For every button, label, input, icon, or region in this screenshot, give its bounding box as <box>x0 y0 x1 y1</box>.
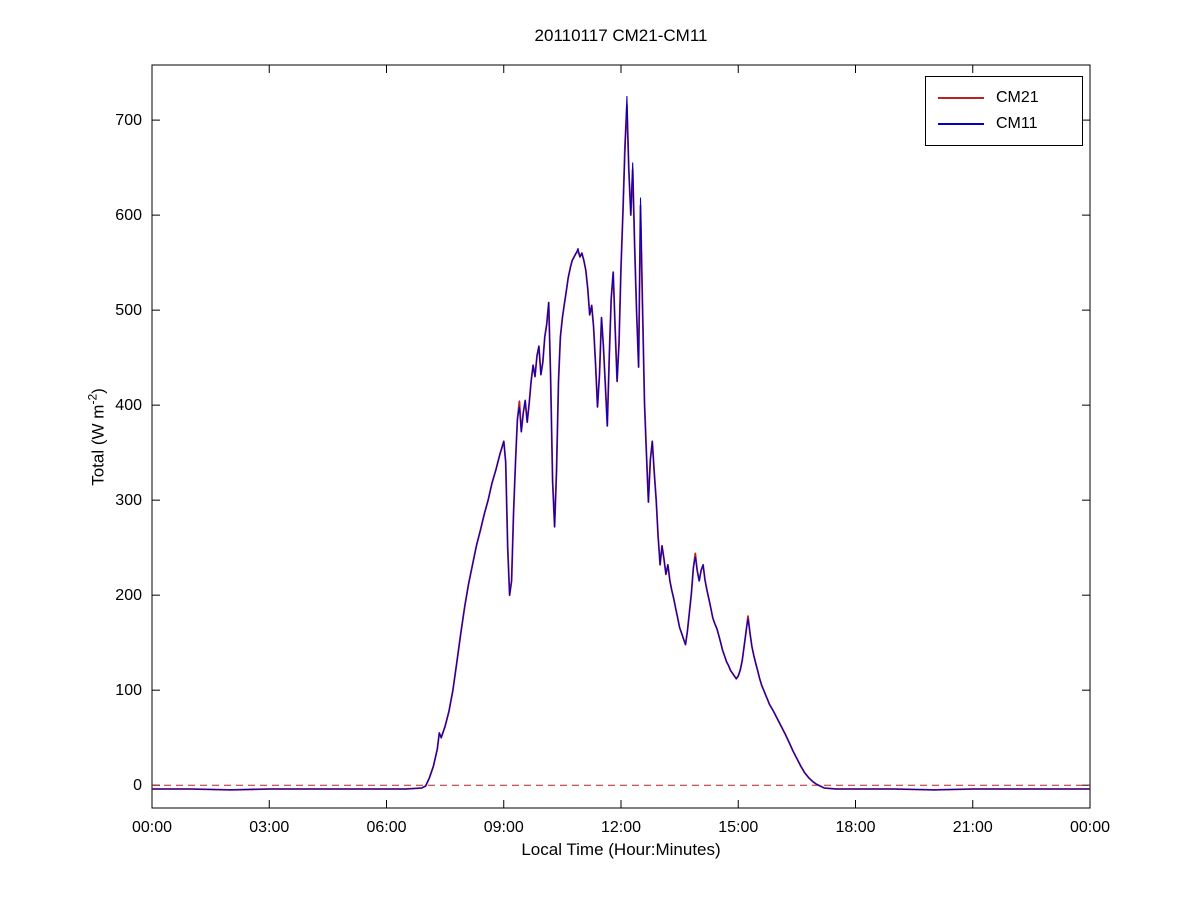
svg-text:700: 700 <box>115 112 142 129</box>
svg-text:21:00: 21:00 <box>953 819 993 836</box>
legend-label-cm11: CM11 <box>996 115 1038 132</box>
legend-entry-cm11: CM11 <box>926 111 1082 137</box>
svg-text:15:00: 15:00 <box>718 819 758 836</box>
svg-text:0: 0 <box>133 777 142 794</box>
svg-text:200: 200 <box>115 587 142 604</box>
svg-text:00:00: 00:00 <box>132 819 172 836</box>
chart-title: 20110117 CM21-CM11 <box>534 26 708 45</box>
svg-text:18:00: 18:00 <box>835 819 875 836</box>
legend-entry-cm21: CM21 <box>926 85 1082 111</box>
cm21-line-swatch <box>938 97 984 99</box>
svg-text:06:00: 06:00 <box>366 819 406 836</box>
legend: CM21 CM11 <box>925 76 1083 146</box>
svg-text:100: 100 <box>115 682 142 699</box>
svg-text:03:00: 03:00 <box>249 819 289 836</box>
svg-text:00:00: 00:00 <box>1070 819 1110 836</box>
y-axis-label-exponent: -2 <box>85 393 100 405</box>
legend-label-cm21: CM21 <box>996 89 1039 106</box>
svg-text:300: 300 <box>115 492 142 509</box>
svg-text:09:00: 09:00 <box>484 819 524 836</box>
svg-text:400: 400 <box>115 397 142 414</box>
cm11-line-swatch <box>938 123 984 125</box>
svg-text:500: 500 <box>115 302 142 319</box>
x-axis-label: Local Time (Hour:Minutes) <box>521 840 721 859</box>
y-axis-label-text: Total (W m <box>88 404 108 486</box>
y-axis-label: Total (W m-2) <box>86 388 109 486</box>
svg-text:600: 600 <box>115 207 142 224</box>
svg-text:12:00: 12:00 <box>601 819 641 836</box>
y-axis-label-close: ) <box>88 388 108 394</box>
